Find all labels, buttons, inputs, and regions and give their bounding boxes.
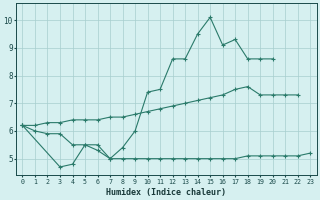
X-axis label: Humidex (Indice chaleur): Humidex (Indice chaleur) <box>106 188 226 197</box>
